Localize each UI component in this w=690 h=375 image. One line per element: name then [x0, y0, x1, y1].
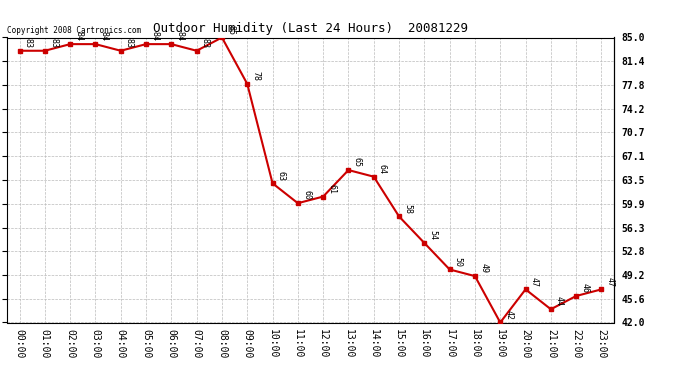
Text: 54: 54: [428, 230, 437, 240]
Text: 84: 84: [99, 32, 108, 41]
Text: 61: 61: [327, 184, 336, 194]
Text: 46: 46: [580, 283, 589, 293]
Text: 63: 63: [277, 171, 286, 180]
Text: 83: 83: [23, 38, 32, 48]
Title: Outdoor Humidity (Last 24 Hours)  20081229: Outdoor Humidity (Last 24 Hours) 2008122…: [153, 22, 468, 35]
Text: 78: 78: [251, 71, 260, 81]
Text: 58: 58: [403, 204, 412, 214]
Text: 47: 47: [606, 277, 615, 286]
Text: 83: 83: [125, 38, 134, 48]
Text: 84: 84: [175, 32, 184, 41]
Text: 65: 65: [353, 157, 362, 167]
Text: 84: 84: [150, 32, 159, 41]
Text: 84: 84: [75, 32, 83, 41]
Text: 42: 42: [504, 310, 513, 320]
Text: 85: 85: [226, 25, 235, 35]
Text: 60: 60: [302, 190, 311, 200]
Text: 47: 47: [530, 277, 539, 286]
Text: 44: 44: [555, 297, 564, 306]
Text: 83: 83: [49, 38, 58, 48]
Text: 83: 83: [201, 38, 210, 48]
Text: 64: 64: [378, 164, 387, 174]
Text: 49: 49: [479, 263, 488, 273]
Text: Copyright 2008 Cartronics.com: Copyright 2008 Cartronics.com: [7, 26, 141, 34]
Text: 50: 50: [454, 257, 463, 267]
